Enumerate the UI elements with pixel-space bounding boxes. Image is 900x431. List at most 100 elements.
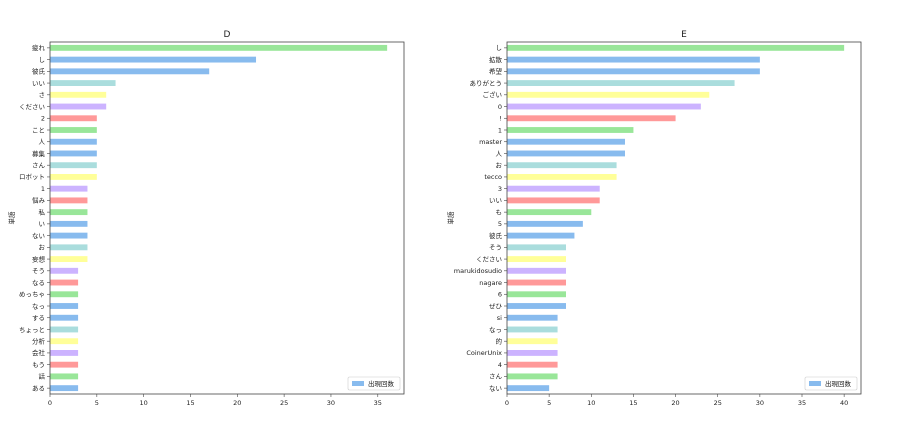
bar-23: [507, 303, 566, 309]
y-tick-label: 3: [498, 185, 502, 193]
bar-12: [50, 174, 97, 180]
legend: 出現回数: [347, 376, 401, 391]
bar-30: [507, 385, 550, 392]
x-tick-label: 5: [95, 399, 99, 407]
bar-29: [507, 373, 558, 380]
y-tick-label: も: [496, 208, 503, 216]
x-tick-label: 10: [587, 399, 595, 407]
y-tick-label: さん: [489, 373, 503, 381]
y-tick-label: ある: [32, 384, 45, 392]
y-tick-label: 的: [496, 337, 503, 346]
x-tick-label: 35: [798, 399, 806, 407]
y-tick-label: ござい: [483, 90, 503, 99]
bar-26: [50, 338, 79, 345]
bar-18: [507, 244, 566, 251]
bar-14: [50, 197, 88, 204]
bar-27: [50, 350, 79, 356]
y-tick-label: ちょっと: [19, 326, 45, 334]
plot-frame: [49, 41, 405, 395]
y-tick-label: なっ: [489, 326, 502, 334]
y-tick-label: 0: [498, 103, 502, 111]
bar-16: [50, 220, 88, 227]
y-tick-label: 私: [39, 207, 46, 216]
bar-1: [50, 44, 388, 51]
y-tick-label: 募集: [32, 149, 46, 158]
bar-23: [50, 303, 79, 309]
y-tick-label: お: [496, 162, 503, 170]
bar-18: [50, 244, 88, 251]
x-tick-label: 30: [756, 399, 764, 407]
y-tick-label: 1: [41, 185, 45, 193]
bar-7: [507, 115, 676, 122]
x-tick-label: 35: [374, 399, 382, 407]
x-tick-label: 30: [327, 399, 335, 407]
x-tick-label: 20: [233, 399, 241, 407]
x-tick-label: 15: [629, 399, 637, 407]
x-tick-label: 5: [547, 399, 551, 407]
x-tick-label: 0: [505, 399, 509, 407]
y-tick-label: いい: [489, 197, 502, 205]
bar-21: [50, 279, 79, 286]
bar-3: [50, 68, 210, 75]
y-tick-label: い: [39, 220, 46, 228]
bar-13: [50, 185, 88, 192]
y-tick-label: ない: [32, 232, 45, 240]
y-tick-label: 疲れ: [32, 43, 46, 52]
x-tick-label: 20: [671, 399, 679, 407]
y-tick-label: 彼氏: [489, 231, 503, 240]
bar-22: [507, 291, 566, 298]
bar-8: [50, 127, 97, 133]
y-tick-label: 5: [498, 220, 502, 228]
chart-title: E: [681, 30, 687, 40]
bar-13: [507, 185, 600, 192]
y-tick-label: 悩み: [32, 196, 46, 205]
y-tick-label: そう: [32, 267, 45, 275]
bar-27: [507, 350, 558, 356]
bar-29: [50, 373, 79, 380]
legend: 出現回数: [804, 376, 858, 391]
bar-12: [507, 174, 617, 180]
y-tick-label: CoinerUnix: [466, 349, 502, 357]
y-tick-label: si: [497, 314, 502, 322]
x-tick-label: 25: [714, 399, 722, 407]
bar-9: [50, 138, 97, 145]
bar-28: [507, 361, 558, 368]
y-tick-label: 話: [39, 372, 46, 381]
y-tick-label: nagare: [479, 279, 502, 287]
plot-frame: [506, 41, 862, 395]
bar-24: [50, 314, 79, 321]
x-tick-label: 0: [48, 399, 52, 407]
bar-4: [507, 80, 735, 86]
y-tick-label: master: [479, 138, 502, 146]
bar-21: [507, 279, 566, 286]
y-tick-label: tecco: [484, 173, 502, 181]
bar-17: [507, 232, 575, 239]
bar-10: [50, 150, 97, 157]
y-tick-label: ない: [489, 384, 502, 392]
bar-2: [507, 56, 760, 63]
bar-19: [507, 256, 566, 262]
bar-4: [50, 80, 116, 86]
bar-2: [50, 56, 257, 63]
y-tick-label: さ: [39, 91, 46, 99]
y-axis-label: 単語: [446, 211, 455, 225]
y-tick-label: そう: [489, 244, 502, 252]
bar-30: [50, 385, 79, 392]
bar-1: [507, 44, 845, 51]
legend-label: 出現回数: [825, 379, 852, 388]
bar-22: [50, 291, 79, 298]
x-tick-label: 15: [186, 399, 194, 407]
legend-box: [347, 376, 401, 391]
y-tick-label: 彼氏: [32, 67, 46, 76]
y-tick-label: !: [499, 115, 502, 123]
y-tick-label: お: [39, 244, 46, 252]
y-tick-label: 人: [39, 138, 46, 146]
x-tick-label: 10: [140, 399, 148, 407]
bar-5: [50, 91, 107, 98]
legend-box: [804, 376, 858, 391]
bar-3: [507, 68, 760, 75]
bar-14: [507, 197, 600, 204]
bar-6: [50, 103, 107, 110]
